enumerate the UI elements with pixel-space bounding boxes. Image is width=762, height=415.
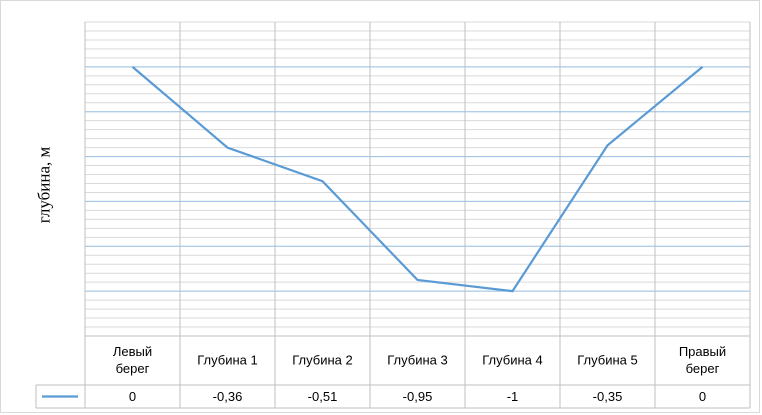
data-table-value: -0,51 bbox=[308, 389, 338, 404]
category-label: Глубина 2 bbox=[292, 353, 353, 368]
category-label: берег bbox=[686, 361, 720, 376]
data-table-value: 0 bbox=[699, 389, 706, 404]
data-table-value: -0,95 bbox=[403, 389, 433, 404]
category-label: Глубина 5 bbox=[577, 353, 638, 368]
category-label: Левый bbox=[113, 344, 152, 359]
category-label: Глубина 1 bbox=[197, 353, 258, 368]
data-table-value: -0,35 bbox=[593, 389, 623, 404]
category-label: Правый bbox=[679, 344, 726, 359]
category-label: Глубина 4 bbox=[482, 353, 543, 368]
data-table-value: 0 bbox=[129, 389, 136, 404]
data-table-value: -0,36 bbox=[213, 389, 243, 404]
series-line bbox=[133, 67, 703, 291]
data-table-value: -1 bbox=[507, 389, 519, 404]
category-label: берег bbox=[116, 361, 150, 376]
category-label: Глубина 3 bbox=[387, 353, 448, 368]
